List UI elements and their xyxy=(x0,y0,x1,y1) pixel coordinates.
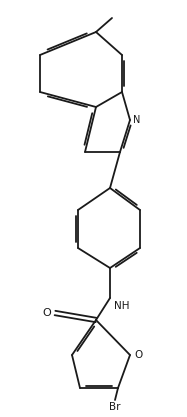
Text: O: O xyxy=(42,308,51,318)
Text: N: N xyxy=(133,115,140,125)
Text: Br: Br xyxy=(109,402,121,412)
Text: NH: NH xyxy=(114,301,130,311)
Text: O: O xyxy=(134,350,142,360)
